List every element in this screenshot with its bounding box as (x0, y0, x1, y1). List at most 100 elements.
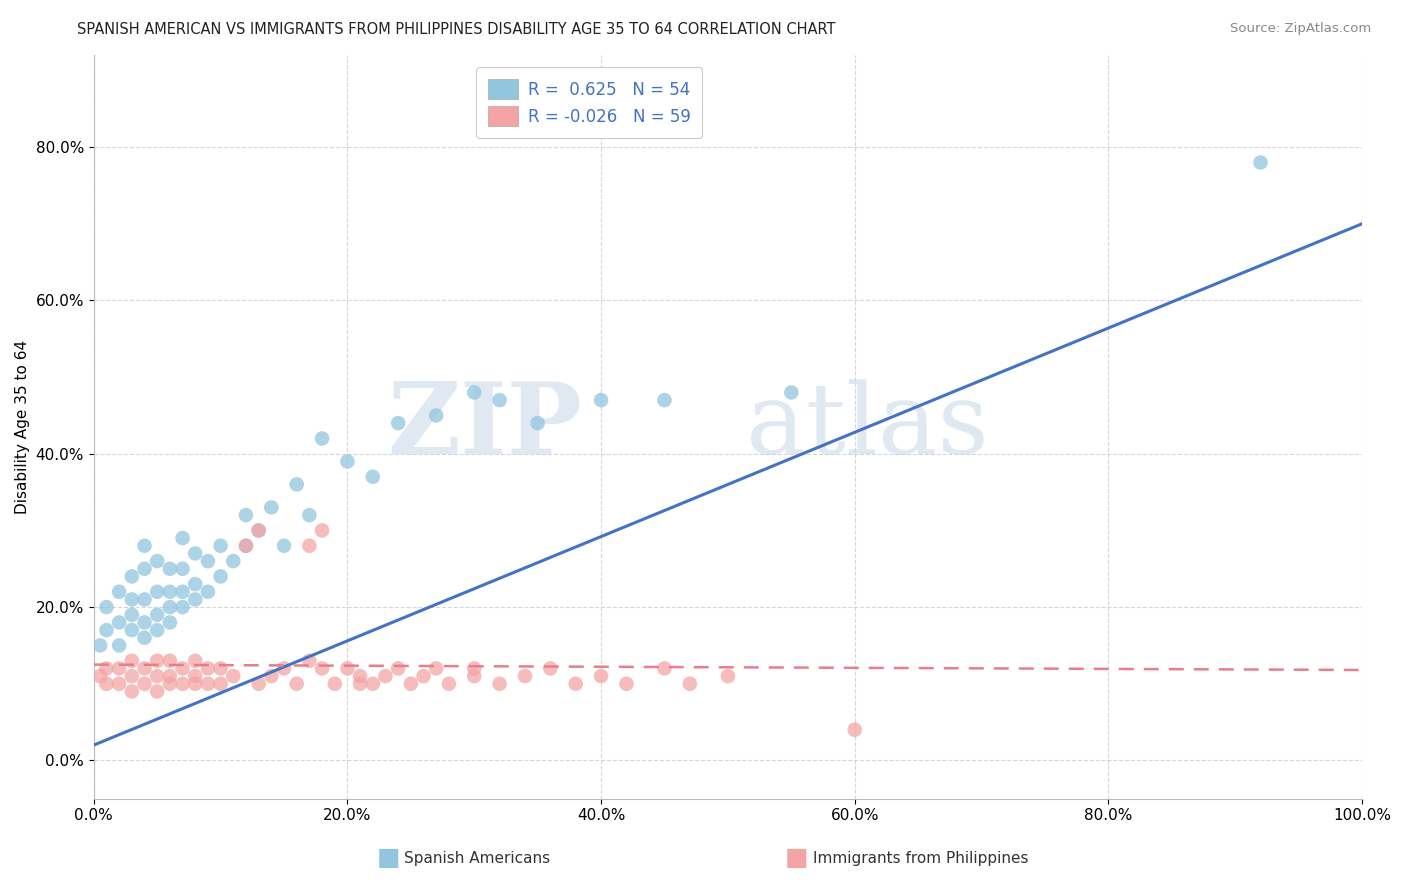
Point (172, 531, 194, 545)
Point (780, 385, 803, 400)
Text: Spanish Americans: Spanish Americans (404, 851, 550, 865)
Point (247, 677, 270, 691)
Point (134, 615, 156, 630)
Point (146, 584, 169, 599)
Point (121, 592, 143, 607)
Point (323, 677, 346, 691)
Point (361, 470, 384, 484)
Point (260, 500, 283, 515)
Point (679, 677, 702, 691)
Point (184, 654, 207, 668)
Y-axis label: Disability Age 35 to 64: Disability Age 35 to 64 (15, 340, 30, 514)
Point (197, 677, 219, 691)
Point (146, 684, 169, 698)
Point (654, 661, 676, 675)
Point (96, 661, 118, 675)
Point (108, 677, 131, 691)
Point (717, 669, 740, 683)
Point (146, 623, 169, 637)
Text: SPANISH AMERICAN VS IMMIGRANTS FROM PHILIPPINES DISABILITY AGE 35 TO 64 CORRELAT: SPANISH AMERICAN VS IMMIGRANTS FROM PHIL… (77, 22, 835, 37)
Point (209, 539, 232, 553)
Point (96, 600, 118, 615)
Point (463, 385, 485, 400)
Point (121, 654, 143, 668)
Point (96, 677, 118, 691)
Point (513, 669, 536, 683)
Point (273, 661, 295, 675)
Point (159, 669, 181, 683)
Point (285, 677, 308, 691)
Point (121, 669, 143, 683)
Point (172, 562, 194, 576)
Point (488, 677, 510, 691)
Point (134, 677, 156, 691)
Point (387, 416, 409, 430)
Point (463, 669, 485, 683)
Point (437, 677, 460, 691)
Point (349, 677, 371, 691)
Point (172, 661, 194, 675)
Point (197, 554, 219, 568)
Point (222, 669, 245, 683)
Point (235, 539, 257, 553)
Point (488, 393, 510, 408)
Legend: R =  0.625   N = 54, R = -0.026   N = 59: R = 0.625 N = 54, R = -0.026 N = 59 (477, 67, 703, 138)
Point (425, 661, 447, 675)
Point (844, 723, 866, 737)
Point (311, 661, 333, 675)
Point (1250, 155, 1272, 169)
Point (349, 669, 371, 683)
Point (172, 600, 194, 615)
Point (298, 508, 321, 522)
Point (134, 631, 156, 645)
Point (108, 661, 131, 675)
Point (654, 393, 676, 408)
Point (172, 584, 194, 599)
Point (108, 584, 131, 599)
Point (146, 607, 169, 622)
Point (197, 661, 219, 675)
Point (134, 539, 156, 553)
Point (285, 477, 308, 491)
Point (134, 562, 156, 576)
Point (616, 677, 638, 691)
Point (260, 669, 283, 683)
Point (184, 577, 207, 591)
Text: ZIP: ZIP (387, 378, 582, 475)
Point (591, 669, 613, 683)
Point (235, 539, 257, 553)
Point (336, 661, 359, 675)
Point (463, 661, 485, 675)
Point (159, 654, 181, 668)
Point (184, 546, 207, 560)
Point (108, 615, 131, 630)
Point (159, 584, 181, 599)
Point (96, 623, 118, 637)
Point (374, 669, 396, 683)
Point (89, 639, 111, 653)
Point (298, 654, 321, 668)
Point (311, 432, 333, 446)
Point (526, 416, 548, 430)
Point (146, 654, 169, 668)
Point (425, 409, 447, 423)
Point (184, 677, 207, 691)
Point (399, 677, 422, 691)
Point (159, 562, 181, 576)
Text: ■: ■ (785, 847, 808, 870)
Point (591, 393, 613, 408)
Point (209, 569, 232, 583)
Point (108, 639, 131, 653)
Point (184, 669, 207, 683)
Point (538, 661, 561, 675)
Point (146, 554, 169, 568)
Point (121, 623, 143, 637)
Point (121, 607, 143, 622)
Point (273, 539, 295, 553)
Point (235, 508, 257, 522)
Point (89, 669, 111, 683)
Point (172, 677, 194, 691)
Point (222, 554, 245, 568)
Point (159, 600, 181, 615)
Point (298, 539, 321, 553)
